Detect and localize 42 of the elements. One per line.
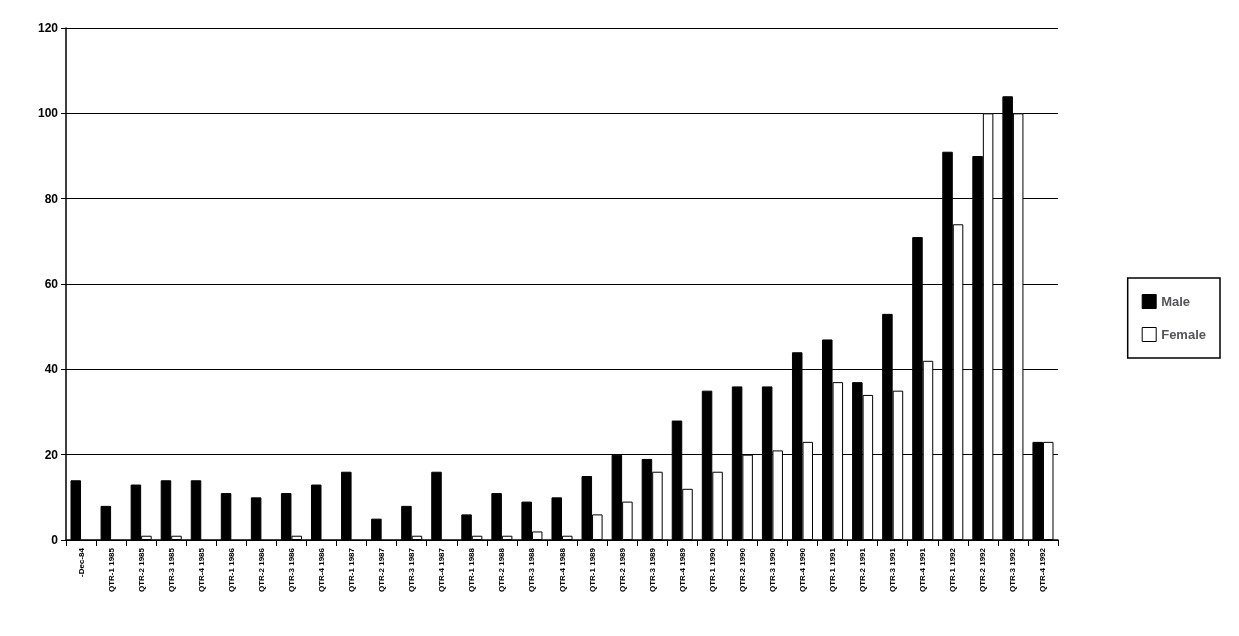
legend-label: Male: [1161, 294, 1191, 309]
x-tick-label: QTR-4 1988: [557, 547, 567, 593]
x-tick-label: QTR-4 1992: [1038, 547, 1048, 593]
x-tick-label: QTR-1 1986: [226, 547, 236, 593]
x-tick-label: QTR-3 1988: [527, 547, 537, 593]
y-tick-label: 120: [37, 21, 59, 35]
x-tick-label: QTR-3 1987: [407, 547, 417, 593]
x-tick-label: QTR-1 1990: [707, 547, 717, 593]
x-tick-label: QTR-3 1985: [166, 547, 176, 593]
y-tick-label: 80: [44, 191, 59, 206]
x-tick-label: QTR-2 1988: [497, 547, 507, 593]
x-tick-label: QTR-4 1990: [797, 547, 807, 593]
y-tick-label: 100: [37, 106, 59, 121]
y-tick-label: 0: [51, 533, 59, 547]
x-tick-label: QTR-2 1990: [737, 547, 747, 593]
x-tick-label: QTR-1 1992: [948, 547, 958, 593]
x-tick-label: QTR-4 1991: [918, 547, 928, 593]
x-tick-label: QTR-2 1985: [136, 547, 146, 593]
y-tick-label: 60: [44, 277, 59, 291]
x-tick-label: -Dec-84: [76, 547, 86, 577]
x-tick-label: QTR-3 1989: [647, 547, 657, 593]
x-tick-label: QTR-2 1992: [978, 547, 988, 593]
x-tick-label: QTR-2 1991: [858, 547, 868, 593]
x-tick-label: QTR-3 1992: [1008, 547, 1018, 593]
y-tick-label: 40: [44, 362, 59, 377]
x-tick-label: QTR-3 1986: [286, 547, 296, 593]
y-tick-label: 20: [44, 447, 59, 462]
x-tick-label: QTR-2 1987: [377, 547, 387, 593]
x-tick-label: QTR-4 1989: [677, 547, 687, 593]
x-tick-label: QTR-1 1988: [467, 547, 477, 593]
x-tick-label: QTR-3 1991: [888, 547, 898, 593]
legend-label: Female: [1161, 327, 1207, 342]
x-tick-label: QTR-1 1989: [587, 547, 597, 593]
x-tick-label: QTR-2 1986: [256, 547, 266, 593]
x-tick-label: QTR-1 1991: [828, 547, 838, 593]
x-tick-label: QTR-1 1985: [106, 547, 116, 593]
x-tick-label: QTR-4 1987: [437, 547, 447, 593]
x-tick-label: QTR-3 1990: [767, 547, 777, 593]
x-tick-label: QTR-1 1987: [347, 547, 357, 593]
x-tick-label: QTR-4 1985: [196, 547, 206, 593]
x-tick-label: QTR-4 1986: [317, 547, 327, 593]
x-tick-label: QTR-2 1989: [617, 547, 627, 593]
